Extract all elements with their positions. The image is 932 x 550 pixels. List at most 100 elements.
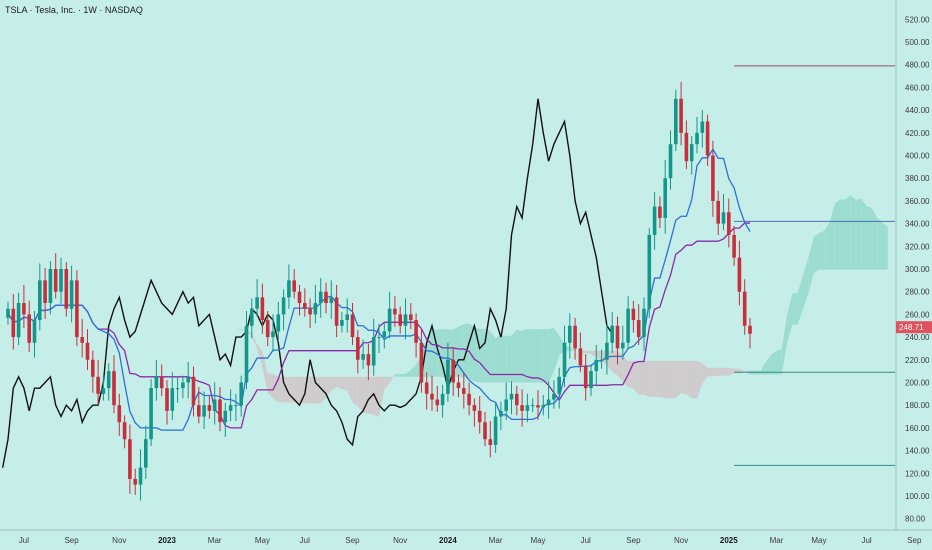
cloud-segment (877, 217, 883, 270)
candle-body (668, 144, 673, 179)
candle-body (292, 280, 296, 292)
cloud-segment (485, 329, 491, 383)
y-tick-label: 340.00 (905, 220, 930, 229)
y-tick-label: 240.00 (905, 333, 930, 342)
cloud-segment (871, 208, 878, 270)
cloud-segment (644, 360, 650, 397)
candle-body (170, 388, 175, 411)
y-tick-label: 120.00 (905, 469, 930, 478)
candle-body (59, 269, 63, 292)
cloud-segment (553, 328, 560, 372)
y-tick-label: 440.00 (905, 106, 930, 115)
candle-body (557, 376, 561, 394)
candle-body (440, 393, 445, 406)
candle-body (265, 320, 270, 338)
candle-body (48, 269, 53, 304)
cloud-segment (341, 376, 348, 391)
candle-body (636, 320, 641, 338)
candle-body (711, 155, 715, 201)
cloud-segment (612, 350, 618, 376)
candle-body (202, 405, 206, 417)
candle-body (303, 303, 307, 309)
candle-body (520, 405, 524, 411)
candle-body (583, 365, 588, 389)
candle-body (727, 212, 731, 235)
cloud-segment (336, 376, 342, 390)
cloud-segment (861, 198, 867, 270)
x-tick-label: May (255, 536, 270, 545)
cloud-segment (585, 350, 591, 355)
candle-body (398, 314, 402, 326)
candle-body (260, 297, 265, 321)
x-tick-label: 2023 (158, 536, 176, 545)
cloud-segment (326, 376, 332, 399)
candle-body (181, 382, 185, 389)
candle-body (684, 132, 689, 162)
cloud-segment (532, 329, 538, 383)
candle-body (737, 257, 742, 292)
candle-body (308, 308, 312, 315)
cloud-segment (781, 314, 788, 375)
y-tick-label: 200.00 (905, 378, 930, 387)
candle-body (435, 399, 440, 406)
current-price-label: 248.71 (899, 323, 924, 332)
candle-body (409, 314, 413, 321)
candle-body (732, 234, 736, 258)
cloud-segment (331, 376, 337, 391)
candle-body (324, 291, 328, 304)
y-tick-label: 100.00 (905, 492, 930, 501)
cloud-segment (882, 222, 888, 270)
candle-body (340, 320, 344, 326)
cloud-segment (506, 335, 512, 383)
cloud-segment (278, 376, 284, 403)
cloud-segment (538, 329, 544, 383)
candle-body (318, 291, 323, 304)
candle-body (451, 359, 455, 383)
cloud-segment (394, 373, 401, 377)
cloud-segment (405, 369, 411, 377)
cloud-segment (803, 257, 809, 309)
x-tick-label: 2024 (439, 536, 457, 545)
candle-body (419, 342, 424, 383)
cloud-segment (723, 367, 729, 376)
cloud-segment (675, 360, 682, 398)
candle-body (467, 393, 471, 406)
y-tick-label: 400.00 (905, 152, 930, 161)
y-tick-label: 460.00 (905, 83, 930, 92)
cloud-segment (681, 360, 687, 395)
x-tick-label: Sep (907, 536, 922, 545)
y-tick-label: 500.00 (905, 38, 930, 47)
cloud-segment (818, 230, 825, 270)
candle-body (80, 337, 84, 343)
candle-body (536, 405, 540, 408)
candle-body (22, 303, 26, 315)
cloud-segment (834, 199, 841, 270)
candle-body (6, 308, 10, 318)
candle-body (91, 359, 95, 377)
candle-body (679, 98, 683, 133)
cloud-segment (511, 329, 517, 383)
candle-body (742, 291, 747, 326)
candle-body (716, 200, 720, 224)
candle-body (387, 308, 392, 332)
candle-body (75, 280, 79, 338)
cloud-segment (856, 198, 862, 270)
candle-body (377, 337, 381, 339)
candle-body (356, 337, 360, 360)
candle-body (313, 303, 318, 315)
y-tick-label: 160.00 (905, 424, 930, 433)
candle-body (530, 405, 535, 407)
candle-body (16, 303, 21, 338)
candle-body (700, 121, 705, 133)
candle-body (689, 144, 694, 162)
candle-body (122, 422, 127, 440)
candle-body (133, 478, 137, 485)
cloud-segment (628, 360, 634, 389)
y-tick-label: 360.00 (905, 197, 930, 206)
cloud-segment (824, 222, 830, 270)
cloud-segment (697, 360, 703, 399)
candle-body (255, 297, 259, 309)
cloud-segment (400, 373, 406, 377)
